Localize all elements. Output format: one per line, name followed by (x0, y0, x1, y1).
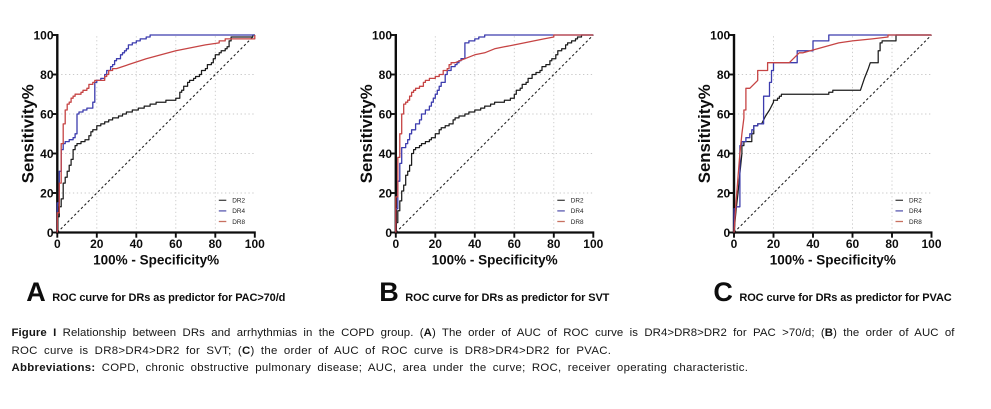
svg-text:DR8: DR8 (909, 219, 922, 226)
svg-text:DR8: DR8 (232, 219, 245, 226)
svg-text:0: 0 (47, 226, 54, 240)
svg-text:20: 20 (429, 237, 443, 251)
svg-text:0: 0 (392, 237, 399, 251)
svg-text:20: 20 (90, 237, 104, 251)
svg-text:20: 20 (717, 186, 731, 200)
svg-text:20: 20 (40, 186, 54, 200)
svg-text:0: 0 (54, 237, 61, 251)
svg-text:DR4: DR4 (571, 208, 584, 215)
svg-text:0: 0 (724, 226, 731, 240)
svg-text:Sensitivity%: Sensitivity% (357, 84, 376, 183)
svg-text:60: 60 (508, 237, 522, 251)
svg-text:100% - Specificity%: 100% - Specificity% (93, 253, 219, 268)
svg-text:40: 40 (806, 237, 820, 251)
svg-text:40: 40 (40, 147, 54, 161)
svg-text:DR2: DR2 (571, 198, 584, 205)
svg-text:20: 20 (767, 237, 781, 251)
svg-text:40: 40 (468, 237, 482, 251)
svg-text:DR2: DR2 (909, 198, 922, 205)
svg-text:DR4: DR4 (232, 208, 245, 215)
svg-text:100: 100 (33, 28, 53, 42)
svg-text:60: 60 (846, 237, 860, 251)
svg-text:100: 100 (710, 28, 730, 42)
svg-text:DR2: DR2 (232, 198, 245, 205)
svg-text:60: 60 (40, 107, 54, 121)
svg-text:20: 20 (379, 186, 393, 200)
svg-text:80: 80 (40, 68, 54, 82)
svg-text:80: 80 (885, 237, 899, 251)
svg-text:100% - Specificity%: 100% - Specificity% (432, 253, 558, 268)
svg-text:100: 100 (372, 28, 392, 42)
svg-text:40: 40 (379, 147, 393, 161)
svg-text:Sensitivity%: Sensitivity% (18, 84, 37, 183)
svg-text:100: 100 (583, 237, 603, 251)
svg-text:60: 60 (379, 107, 393, 121)
svg-text:0: 0 (731, 237, 738, 251)
svg-text:0: 0 (385, 226, 392, 240)
svg-text:80: 80 (209, 237, 223, 251)
svg-text:DR8: DR8 (571, 219, 584, 226)
svg-text:DR4: DR4 (909, 208, 922, 215)
svg-text:40: 40 (130, 237, 144, 251)
svg-text:Sensitivity%: Sensitivity% (695, 84, 714, 183)
svg-text:80: 80 (379, 68, 393, 82)
svg-text:60: 60 (717, 107, 731, 121)
svg-text:80: 80 (547, 237, 561, 251)
svg-text:40: 40 (717, 147, 731, 161)
svg-text:60: 60 (169, 237, 183, 251)
svg-text:100: 100 (245, 237, 265, 251)
svg-text:100% - Specificity%: 100% - Specificity% (770, 253, 896, 268)
svg-text:80: 80 (717, 68, 731, 82)
svg-text:100: 100 (921, 237, 941, 251)
